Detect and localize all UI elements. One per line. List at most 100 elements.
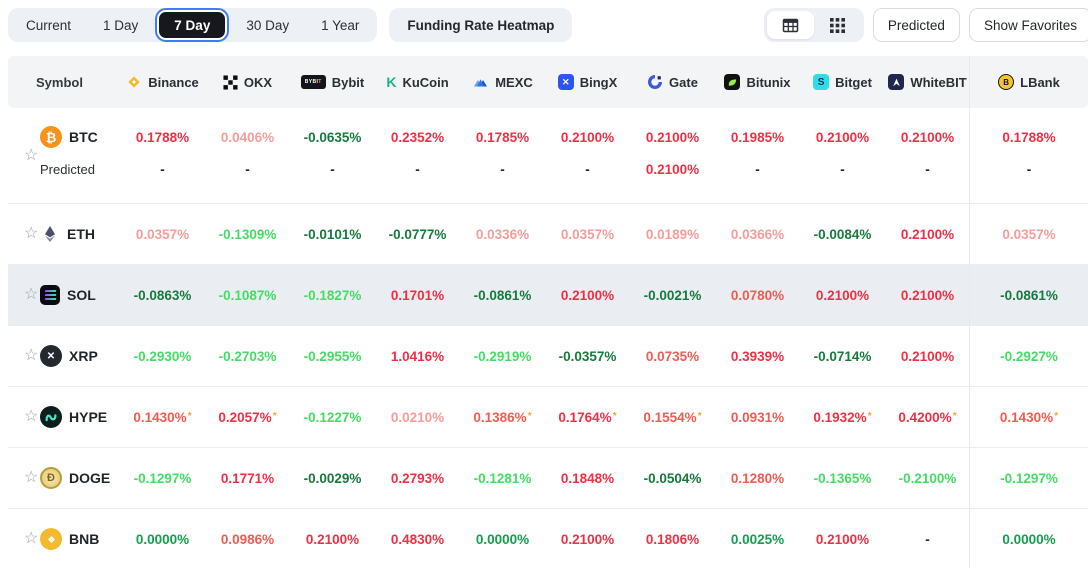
exchange-header-bitget[interactable]: S Bitget: [800, 74, 885, 90]
exchange-header-bybit[interactable]: BYBI T Bybit: [290, 75, 375, 90]
rate-cell: 0.1848%: [560, 470, 615, 486]
symbol-cell: ₿ BTC: [8, 108, 120, 160]
tab-current[interactable]: Current: [10, 8, 87, 42]
gate-icon: [647, 74, 663, 90]
exchange-name: Gate: [669, 74, 698, 90]
exchange-name: MEXC: [495, 74, 533, 90]
favorite-star-icon[interactable]: ☆: [24, 146, 39, 164]
table-row-btc[interactable]: ☆ ₿ BTC 0.1788% 0.0406% -0.0635% 0.2352% 0.1785…: [8, 108, 1088, 204]
rate-cell: -0.1281%: [473, 470, 532, 486]
rate-cell: 0.1771%: [220, 470, 275, 486]
rate-cell: 0.1785%: [475, 129, 530, 145]
view-toggle: [763, 8, 864, 42]
doge-icon: Ð: [40, 467, 62, 489]
rate-cell: 0.0366%: [730, 226, 785, 242]
predicted-button[interactable]: Predicted: [872, 8, 960, 42]
rate-cell: 0.0986%: [220, 531, 275, 547]
rate-cell: -0.2927%: [1000, 348, 1058, 364]
tab-1-year[interactable]: 1 Year: [305, 8, 375, 42]
rate-cell: 0.2100%: [815, 531, 870, 547]
table-row-bnb[interactable]: ☆ BNB 0.0000% 0.0986% 0.2100% 0.4830% 0.0000% 0…: [8, 509, 1088, 568]
rate-cell: 0.2100%: [900, 129, 955, 145]
tab-1-day[interactable]: 1 Day: [87, 8, 154, 42]
exchange-header-gate[interactable]: Gate: [630, 74, 715, 90]
rate-cell: 0.1985%: [730, 129, 785, 145]
rate-cell: -0.0777%: [388, 226, 447, 242]
rate-cell: -: [585, 162, 590, 177]
rate-cell: 0.2100%: [560, 129, 615, 145]
table-row-hype[interactable]: ☆ HYPE 0.1430% * 0.2057% * -0.1227% 0.0210% 0.13…: [8, 387, 1088, 448]
exchange-header-mexc[interactable]: MEXC: [460, 74, 545, 90]
rate-cell: 0.1788%: [1002, 129, 1056, 145]
rate-cell: -: [840, 162, 845, 177]
exchange-header-whitebit[interactable]: WhiteBIT: [885, 74, 970, 90]
symbol-column-header: Symbol: [36, 74, 83, 90]
exchange-name: Bitunix: [746, 74, 791, 90]
rate-cell: 0.0000%: [475, 531, 530, 547]
table-view-button[interactable]: [766, 11, 814, 39]
rate-cell: -0.0101%: [303, 226, 362, 242]
rate-cell: 0.2100%: [900, 226, 955, 242]
rate-cell: 0.2100%: [645, 129, 700, 145]
rate-cell: 0.1806%: [645, 531, 700, 547]
rate-cell: -0.2930%: [133, 348, 192, 364]
rate-cell: 0.2100%: [900, 287, 955, 303]
rate-cell: -: [415, 162, 420, 177]
bitget-icon: S: [813, 74, 830, 90]
table-view-icon: [782, 17, 799, 34]
rate-cell: -0.1827%: [303, 287, 362, 303]
exchange-header-bingx[interactable]: ✕ BingX: [545, 74, 630, 90]
kucoin-icon: K: [386, 74, 397, 90]
mexc-icon: [472, 74, 489, 90]
favorite-star-icon[interactable]: ☆: [24, 408, 39, 425]
symbol-label: HYPE: [69, 409, 108, 425]
rate-cell: 0.4830%: [390, 531, 445, 547]
show-favorites-button[interactable]: Show Favorites: [968, 8, 1088, 42]
favorite-star-icon[interactable]: ☆: [24, 530, 39, 547]
rate-cell: 0.2793%: [390, 470, 445, 486]
funding-rate-heatmap-button[interactable]: Funding Rate Heatmap: [389, 8, 573, 42]
rate-cell: 0.2352%: [390, 129, 445, 145]
exchange-header-kucoin[interactable]: K KuCoin: [375, 74, 460, 90]
rate-cell: -: [245, 162, 250, 177]
exchange-header-binance[interactable]: Binance: [120, 74, 205, 90]
favorite-star-icon[interactable]: ☆: [24, 225, 39, 242]
table-header-row: Symbol Binance OKX BYBI T Bybit K KuCoin MEXC ✕ B…: [8, 56, 1088, 108]
favorite-star-icon[interactable]: ☆: [24, 347, 39, 364]
rate-cell: -0.0084%: [813, 226, 872, 242]
exchange-header-bitunix[interactable]: Bitunix: [715, 74, 800, 90]
rate-cell: -0.0021%: [643, 287, 702, 303]
tab-7-day[interactable]: 7 Day: [155, 8, 230, 42]
rate-cell: 0.0357%: [1002, 226, 1056, 242]
rate-cell: 0.0000%: [1002, 531, 1056, 547]
rate-cell: -0.2703%: [218, 348, 277, 364]
rate-cell: 0.1386% *: [473, 409, 532, 425]
table-row-xrp[interactable]: ☆ ✕ XRP -0.2930% -0.2703% -0.2955% 1.0416% -0.2…: [8, 326, 1088, 387]
rate-cell: 0.0336%: [475, 226, 530, 242]
table-row-sol[interactable]: ☆ SOL -0.0863% -0.1087% -0.1827% 0.1701% -0.08…: [8, 265, 1088, 326]
rate-cell: 0.0357%: [560, 226, 615, 242]
rate-cell: -0.1087%: [218, 287, 277, 303]
rate-cell: 0.2100%: [815, 287, 870, 303]
rate-cell: 0.2100%: [900, 348, 955, 364]
rate-cell: -0.0357%: [558, 348, 617, 364]
table-body: ☆ ₿ BTC 0.1788% 0.0406% -0.0635% 0.2352% 0.1785…: [8, 108, 1088, 568]
rate-cell: 0.1701%: [390, 287, 445, 303]
exchange-header-okx[interactable]: OKX: [205, 75, 290, 90]
rate-cell: 0.2100%: [560, 531, 615, 547]
exchange-header-lbank[interactable]: B LBank: [970, 74, 1088, 90]
heatmap-view-button[interactable]: [814, 11, 861, 39]
table-row-eth[interactable]: ☆ ETH 0.0357% -0.1309% -0.0101% -0.0777% 0.033…: [8, 204, 1088, 265]
favorite-star-icon[interactable]: ☆: [24, 286, 39, 303]
table-row-doge[interactable]: ☆ Ð DOGE -0.1297% 0.1771% -0.0029% 0.2793% -0.1…: [8, 448, 1088, 509]
rate-cell: 0.0357%: [135, 226, 190, 242]
rate-cell: 0.1280%: [730, 470, 785, 486]
rate-cell: 0.2100%: [815, 129, 870, 145]
symbol-label: BTC: [69, 129, 98, 145]
rate-cell: -0.0635%: [303, 129, 362, 145]
favorite-star-icon[interactable]: ☆: [24, 469, 39, 486]
rate-cell: 0.2057% *: [218, 409, 277, 425]
tab-30-day[interactable]: 30 Day: [230, 8, 305, 42]
symbol-cell: HYPE: [8, 387, 120, 447]
rate-cell: -0.1297%: [1000, 470, 1058, 486]
